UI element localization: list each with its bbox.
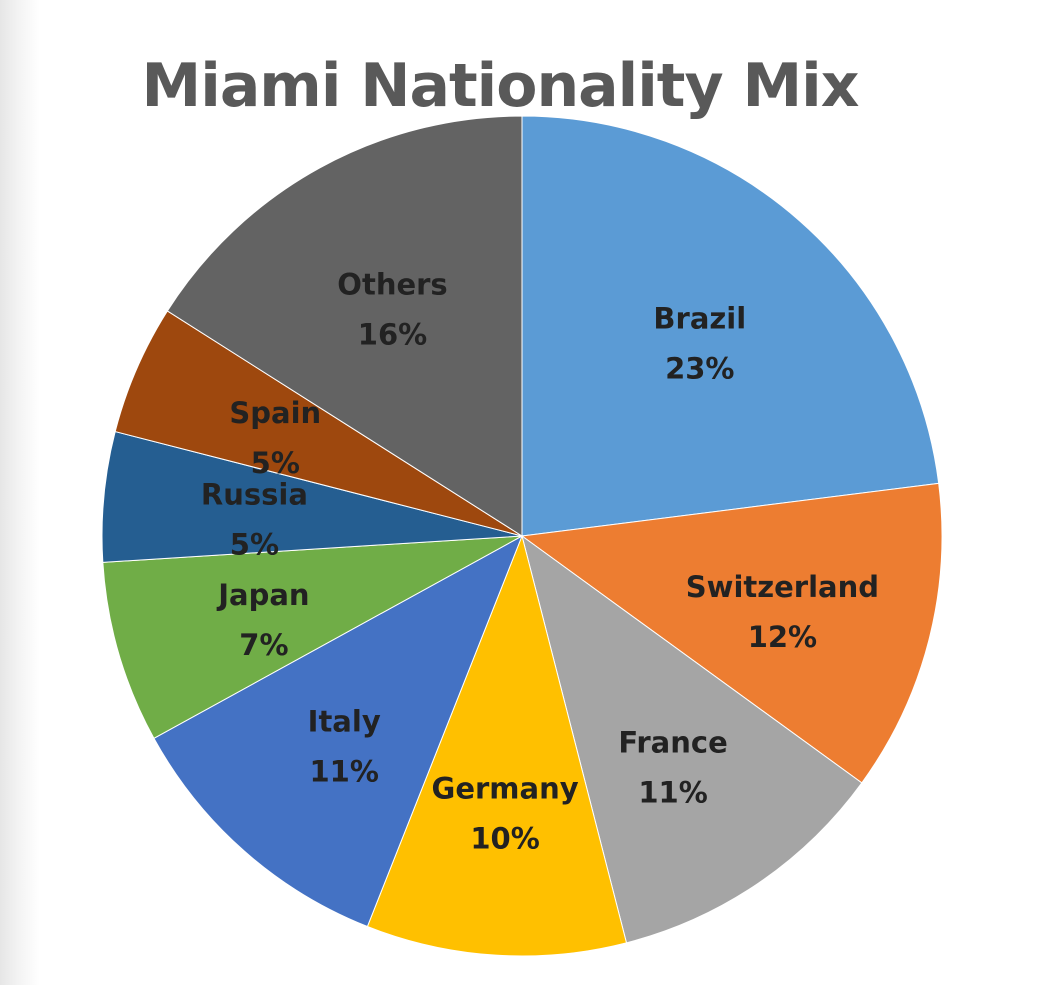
data-label-germany: Germany 10% [432, 771, 579, 855]
data-label-others: Others 16% [337, 267, 447, 351]
chart-title: Miami Nationality Mix [141, 51, 860, 121]
pie-slice-switzerland [520, 482, 943, 784]
data-label-category: Germany [432, 771, 579, 805]
data-label-percentage: 12% [748, 620, 817, 654]
pie-slice-italy [153, 534, 523, 928]
data-label-italy: Italy 11% [308, 705, 381, 789]
data-label-category: Russia [201, 478, 308, 512]
data-label-switzerland: Switzerland 12% [686, 570, 879, 654]
data-label-percentage: 7% [239, 628, 288, 662]
data-label-category: Brazil [653, 301, 746, 335]
data-label-percentage: 16% [358, 317, 427, 351]
pie-slice-germany [366, 534, 628, 957]
data-label-category: Switzerland [686, 570, 879, 604]
data-label-percentage: 23% [665, 351, 734, 385]
data-label-category: Others [337, 267, 447, 301]
pie-slice-brazil [521, 115, 940, 537]
data-label-france: France 11% [618, 725, 727, 809]
data-label-category: Italy [308, 705, 381, 739]
data-label-spain: Spain 5% [229, 396, 321, 480]
pie-slice-france [521, 534, 863, 944]
data-label-russia: Russia 5% [201, 478, 308, 562]
left-edge-shading [0, 0, 40, 985]
pie-slice-japan [102, 535, 523, 740]
pie-slice-others [166, 115, 523, 537]
data-label-percentage: 5% [230, 528, 279, 562]
data-label-category: France [618, 725, 727, 759]
data-label-brazil: Brazil 23% [653, 301, 746, 385]
data-label-japan: Japan 7% [216, 578, 309, 662]
data-label-category: Spain [229, 396, 321, 430]
data-label-percentage: 5% [251, 446, 300, 480]
data-label-percentage: 11% [309, 755, 378, 789]
pie-labels: Brazil 23% Switzerland 12% France 11% Germany 1… [201, 267, 879, 855]
data-label-percentage: 10% [470, 821, 539, 855]
data-label-category: Japan [216, 578, 309, 612]
data-label-percentage: 11% [638, 775, 707, 809]
pie-slices [101, 115, 943, 957]
